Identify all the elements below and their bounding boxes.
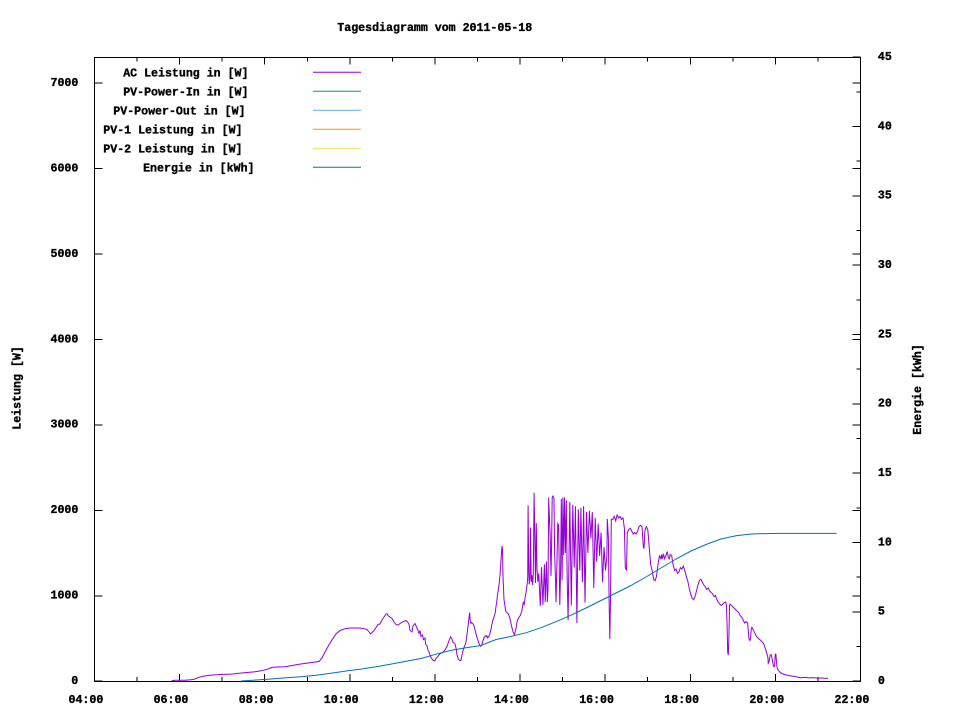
svg-text:10:00: 10:00	[324, 693, 359, 707]
svg-text:PV-Power-Out in [W]: PV-Power-Out in [W]	[113, 104, 245, 118]
svg-text:16:00: 16:00	[579, 693, 614, 707]
svg-text:PV-1 Leistung in [W]: PV-1 Leistung in [W]	[103, 123, 242, 137]
svg-text:04:00: 04:00	[69, 693, 104, 707]
svg-text:6000: 6000	[51, 161, 79, 175]
svg-text:0: 0	[878, 674, 885, 688]
svg-text:22:00: 22:00	[835, 693, 870, 707]
svg-text:PV-2 Leistung in [W]: PV-2 Leistung in [W]	[103, 142, 242, 156]
svg-text:Leistung [W]: Leistung [W]	[11, 346, 25, 430]
svg-text:08:00: 08:00	[239, 693, 274, 707]
svg-text:30: 30	[878, 258, 892, 272]
svg-text:20: 20	[878, 397, 892, 411]
svg-text:10: 10	[878, 535, 892, 549]
svg-text:14:00: 14:00	[494, 693, 529, 707]
svg-text:Energie in [kWh]: Energie in [kWh]	[143, 161, 254, 175]
svg-text:45: 45	[878, 50, 892, 64]
svg-text:5000: 5000	[51, 247, 79, 261]
svg-text:06:00: 06:00	[154, 693, 189, 707]
svg-text:18:00: 18:00	[664, 693, 699, 707]
svg-text:0: 0	[71, 674, 78, 688]
svg-text:2000: 2000	[51, 503, 79, 517]
svg-text:4000: 4000	[51, 332, 79, 346]
svg-text:15: 15	[878, 466, 892, 480]
svg-text:3000: 3000	[51, 418, 79, 432]
svg-text:25: 25	[878, 327, 892, 341]
svg-text:PV-Power-In in [W]: PV-Power-In in [W]	[123, 85, 248, 99]
svg-text:1000: 1000	[51, 589, 79, 603]
svg-text:20:00: 20:00	[749, 693, 784, 707]
svg-text:AC Leistung in [W]: AC Leistung in [W]	[123, 66, 248, 80]
svg-text:Energie [kWh]: Energie [kWh]	[911, 344, 925, 435]
svg-text:35: 35	[878, 189, 892, 203]
svg-text:5: 5	[878, 605, 885, 619]
svg-text:7000: 7000	[51, 76, 79, 90]
svg-text:12:00: 12:00	[409, 693, 444, 707]
svg-text:40: 40	[878, 119, 892, 133]
svg-text:Tagesdiagramm vom 2011-05-18: Tagesdiagramm vom 2011-05-18	[337, 21, 532, 35]
